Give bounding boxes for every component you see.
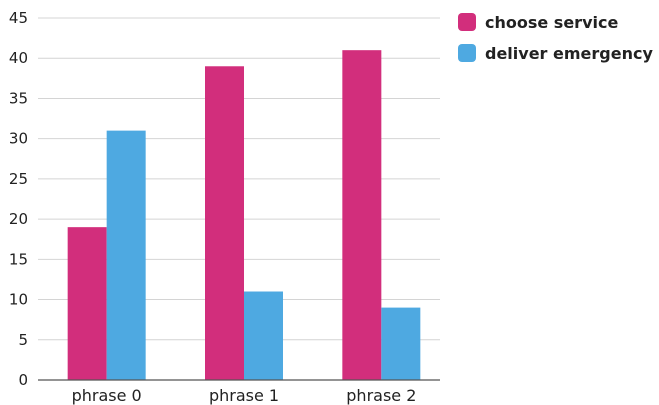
bar-choose-service-phrase-2 <box>342 50 382 381</box>
x-axis: phrase 0 phrase 1 phrase 2 <box>38 379 440 405</box>
legend-swatch-deliver-emergency <box>458 44 476 62</box>
legend-item-deliver-emergency: deliver emergency <box>458 41 653 65</box>
legend-label-deliver-emergency: deliver emergency <box>485 43 653 63</box>
y-tick-label: 40 <box>9 49 28 67</box>
bar-deliver-emergency-phrase-2 <box>381 307 421 380</box>
bar-deliver-emergency-phrase-1 <box>244 291 283 380</box>
x-tick-label: phrase 1 <box>209 386 279 405</box>
y-axis: 0 5 10 15 20 25 30 35 40 45 <box>9 9 28 389</box>
y-tick-label: 25 <box>9 170 28 188</box>
x-tick-label: phrase 0 <box>72 386 142 405</box>
y-tick-label: 0 <box>18 371 28 389</box>
legend-swatch-choose-service <box>458 13 476 31</box>
y-tick-label: 10 <box>9 291 28 309</box>
x-tick-label: phrase 2 <box>346 386 416 405</box>
bar-choose-service-phrase-1 <box>205 66 244 381</box>
y-tick-label: 15 <box>9 250 28 268</box>
bar-choose-service-phrase-0 <box>67 227 107 380</box>
y-tick-label: 35 <box>9 89 28 107</box>
legend-item-choose-service: choose service <box>458 10 618 34</box>
legend-label-choose-service: choose service <box>485 12 619 32</box>
y-tick-label: 5 <box>18 331 28 349</box>
y-tick-label: 30 <box>9 130 28 148</box>
bar-deliver-emergency-phrase-0 <box>106 130 146 380</box>
bars <box>67 50 421 381</box>
y-tick-label: 45 <box>9 9 28 27</box>
y-tick-label: 20 <box>9 210 28 228</box>
